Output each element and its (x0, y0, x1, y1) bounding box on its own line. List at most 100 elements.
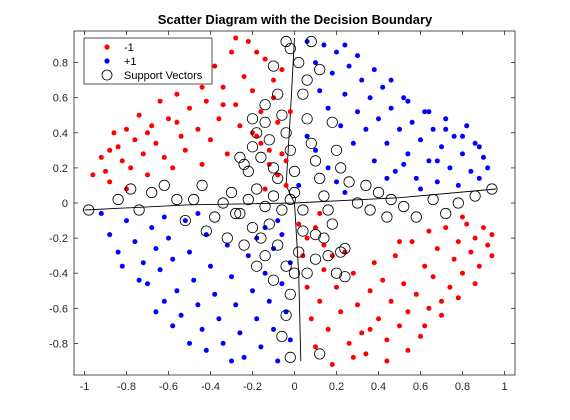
y-tick-label: 0.6 (53, 93, 68, 105)
point-neg (90, 172, 96, 178)
point-pos (464, 123, 470, 129)
point-neg (107, 179, 113, 185)
support-vector (301, 113, 313, 125)
point-pos (371, 158, 377, 164)
point-neg (224, 151, 230, 157)
support-vector (259, 250, 271, 262)
point-pos (405, 151, 411, 157)
point-neg (313, 344, 318, 350)
support-vector (242, 193, 254, 206)
support-vector (225, 186, 238, 199)
point-neg (119, 158, 125, 164)
point-neg (367, 326, 373, 332)
point-pos (342, 91, 348, 97)
support-vector (293, 246, 305, 258)
point-neg (170, 165, 176, 171)
support-vector (297, 88, 309, 100)
support-vector (267, 60, 280, 72)
point-pos (476, 144, 482, 150)
point-neg (115, 144, 121, 150)
point-pos (334, 49, 339, 55)
support-vector (305, 137, 317, 149)
point-neg (279, 67, 285, 73)
point-neg (128, 165, 134, 171)
support-vector (238, 239, 250, 251)
point-neg (489, 232, 495, 238)
point-pos (229, 274, 234, 280)
point-pos (460, 151, 465, 157)
point-pos (338, 123, 344, 129)
point-neg (397, 239, 402, 245)
point-neg (397, 323, 402, 329)
support-vector (280, 127, 292, 139)
legend-neg-marker (104, 44, 110, 50)
support-vector (251, 183, 263, 195)
point-neg (460, 214, 465, 220)
point-neg (208, 137, 213, 143)
support-vector (133, 204, 145, 216)
support-vector (276, 330, 288, 342)
point-pos (191, 277, 197, 283)
point-pos (485, 165, 491, 171)
point-pos (233, 302, 239, 308)
point-neg (422, 323, 428, 329)
point-neg (153, 140, 159, 146)
point-pos (170, 323, 176, 329)
point-pos (329, 70, 335, 76)
point-neg (287, 109, 293, 115)
point-pos (418, 137, 423, 143)
point-pos (161, 214, 167, 220)
point-pos (447, 165, 453, 171)
point-pos (187, 249, 192, 255)
point-pos (187, 340, 192, 346)
support-vector (301, 74, 313, 86)
point-pos (401, 95, 407, 101)
support-vector (410, 211, 422, 223)
point-pos (397, 126, 402, 132)
point-neg (388, 298, 394, 304)
y-tick-label: 0 (62, 198, 68, 210)
support-vector (309, 253, 322, 265)
support-vector (125, 183, 137, 195)
support-vector (276, 109, 288, 121)
x-tick-label: -0.4 (201, 381, 220, 393)
series-neg-points (90, 35, 495, 367)
point-pos (380, 84, 386, 90)
point-neg (241, 74, 247, 80)
support-vector (259, 99, 271, 111)
support-vector (284, 351, 296, 363)
point-pos (313, 147, 318, 153)
point-neg (145, 172, 150, 178)
point-neg (258, 140, 264, 146)
support-vector (322, 204, 334, 216)
point-neg (132, 137, 138, 143)
point-pos (388, 105, 394, 111)
support-vector (200, 225, 212, 237)
point-neg (145, 130, 150, 136)
point-neg (279, 151, 285, 157)
point-neg (455, 295, 461, 301)
support-vector (112, 193, 124, 206)
point-neg (266, 147, 272, 153)
point-neg (250, 88, 255, 94)
support-vector (272, 172, 284, 184)
point-pos (266, 298, 272, 304)
point-pos (220, 340, 226, 346)
point-neg (233, 102, 239, 108)
point-neg (464, 221, 470, 227)
point-pos (346, 63, 352, 69)
point-neg (363, 351, 369, 357)
point-neg (275, 119, 281, 125)
point-pos (98, 211, 104, 216)
point-neg (422, 263, 428, 269)
support-vector (276, 204, 288, 216)
legend-pos-label: +1 (124, 56, 137, 68)
x-tick-label: 0 (291, 381, 297, 393)
y-tick-label: 0.2 (53, 163, 68, 175)
point-neg (304, 284, 310, 290)
support-vector (318, 190, 330, 202)
point-pos (325, 105, 331, 111)
point-pos (254, 316, 260, 322)
support-vector (339, 271, 351, 283)
point-neg (321, 242, 327, 248)
